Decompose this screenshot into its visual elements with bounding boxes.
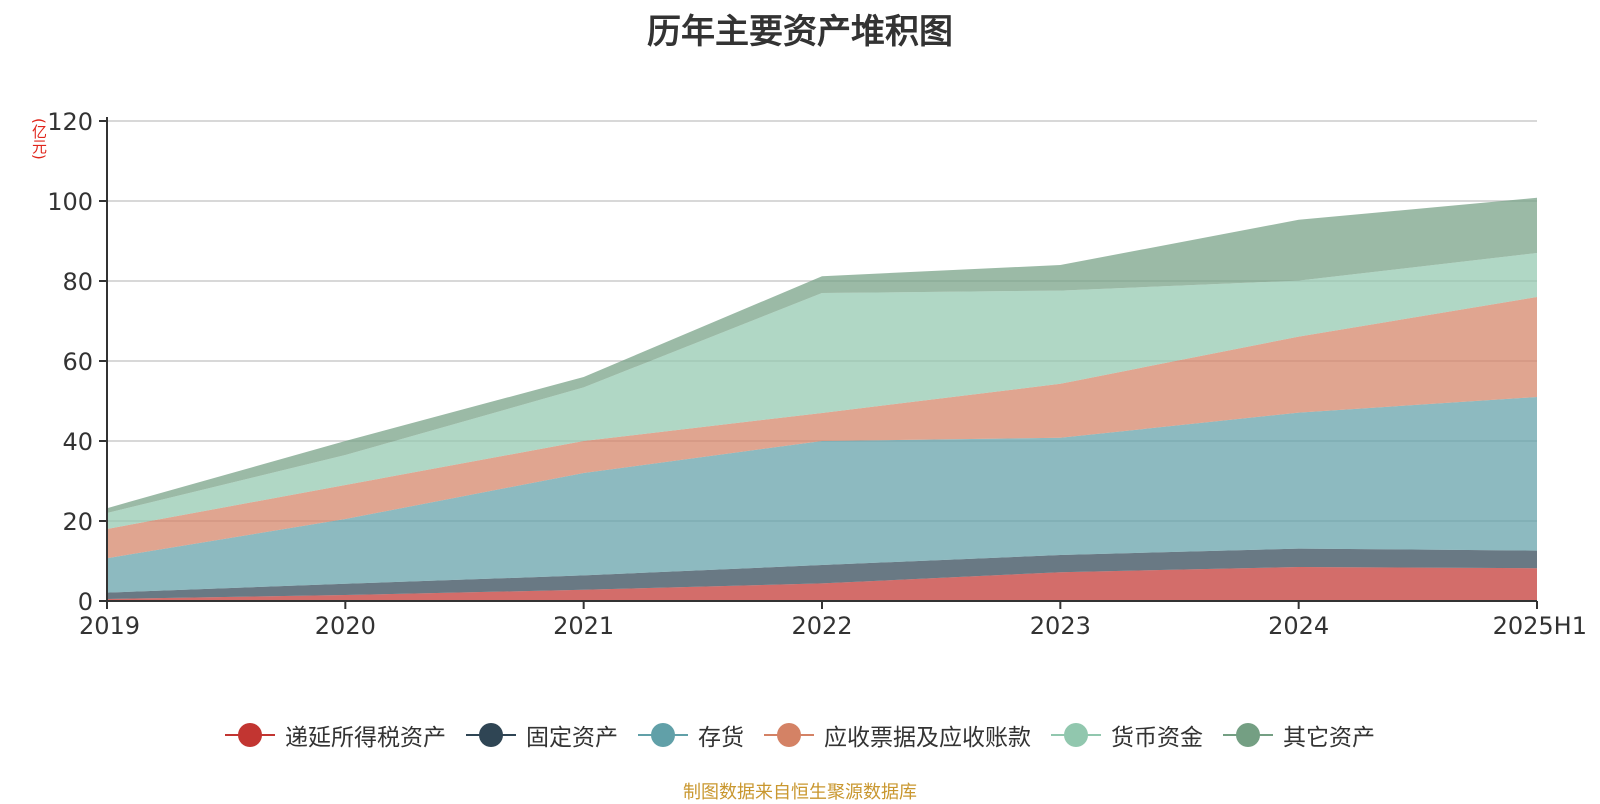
legend: 递延所得税资产 固定资产 存货 应收票据及应收账款 货币资金 其它资产 bbox=[0, 718, 1600, 752]
legend-item-3[interactable]: 应收票据及应收账款 bbox=[764, 718, 1031, 752]
area-series-0[interactable] bbox=[107, 567, 1537, 601]
x-tick-label: 2022 bbox=[791, 612, 852, 640]
area-series-2[interactable] bbox=[107, 397, 1537, 593]
area-series-1[interactable] bbox=[107, 548, 1537, 599]
y-tick-label: 40 bbox=[62, 428, 93, 456]
area-series-4[interactable] bbox=[107, 253, 1537, 529]
legend-item-5[interactable]: 其它资产 bbox=[1223, 718, 1375, 752]
legend-label: 货币资金 bbox=[1111, 725, 1203, 751]
axes: 0 20 40 60 80 100 120 2019 2020 2021 2022 2023 2024 2… bbox=[47, 108, 1587, 640]
legend-label: 递延所得税资产 bbox=[285, 725, 446, 751]
x-tick-label: 2023 bbox=[1030, 612, 1091, 640]
legend-label: 存货 bbox=[698, 725, 744, 751]
legend-marker-icon bbox=[764, 722, 814, 748]
x-tick-label: 2021 bbox=[553, 612, 614, 640]
legend-marker-icon bbox=[466, 722, 516, 748]
x-tick-label: 2020 bbox=[315, 612, 376, 640]
legend-marker-icon bbox=[1051, 722, 1101, 748]
legend-label: 固定资产 bbox=[526, 725, 618, 751]
legend-item-2[interactable]: 存货 bbox=[638, 718, 744, 752]
y-tick-label: 20 bbox=[62, 508, 93, 536]
legend-item-1[interactable]: 固定资产 bbox=[466, 718, 618, 752]
legend-label: 其它资产 bbox=[1283, 725, 1375, 751]
legend-item-0[interactable]: 递延所得税资产 bbox=[225, 718, 446, 752]
legend-label: 应收票据及应收账款 bbox=[824, 725, 1031, 751]
legend-item-4[interactable]: 货币资金 bbox=[1051, 718, 1203, 752]
legend-marker-icon bbox=[1223, 722, 1273, 748]
area-series-5[interactable] bbox=[107, 197, 1537, 514]
legend-marker-icon bbox=[638, 722, 688, 748]
y-tick-label: 120 bbox=[47, 108, 93, 136]
y-axis-unit-label: (亿元) bbox=[30, 118, 48, 160]
x-tick-label: 2024 bbox=[1268, 612, 1329, 640]
y-tick-label: 100 bbox=[47, 188, 93, 216]
y-tick-label: 60 bbox=[62, 348, 93, 376]
area-series-layer bbox=[107, 197, 1537, 601]
y-tick-label: 80 bbox=[62, 268, 93, 296]
legend-marker-icon bbox=[225, 722, 275, 748]
x-tick-label: 2025H1 bbox=[1493, 612, 1587, 640]
y-tick-label: 0 bbox=[78, 588, 93, 616]
x-tick-label: 2019 bbox=[79, 612, 140, 640]
area-series-3[interactable] bbox=[107, 297, 1537, 559]
stacked-area-chart: 0 20 40 60 80 100 120 2019 2020 2021 2022 2023 2024 2… bbox=[47, 108, 1587, 640]
source-note: 制图数据来自恒生聚源数据库 bbox=[683, 782, 917, 803]
chart-title: 历年主要资产堆积图 bbox=[647, 12, 953, 52]
